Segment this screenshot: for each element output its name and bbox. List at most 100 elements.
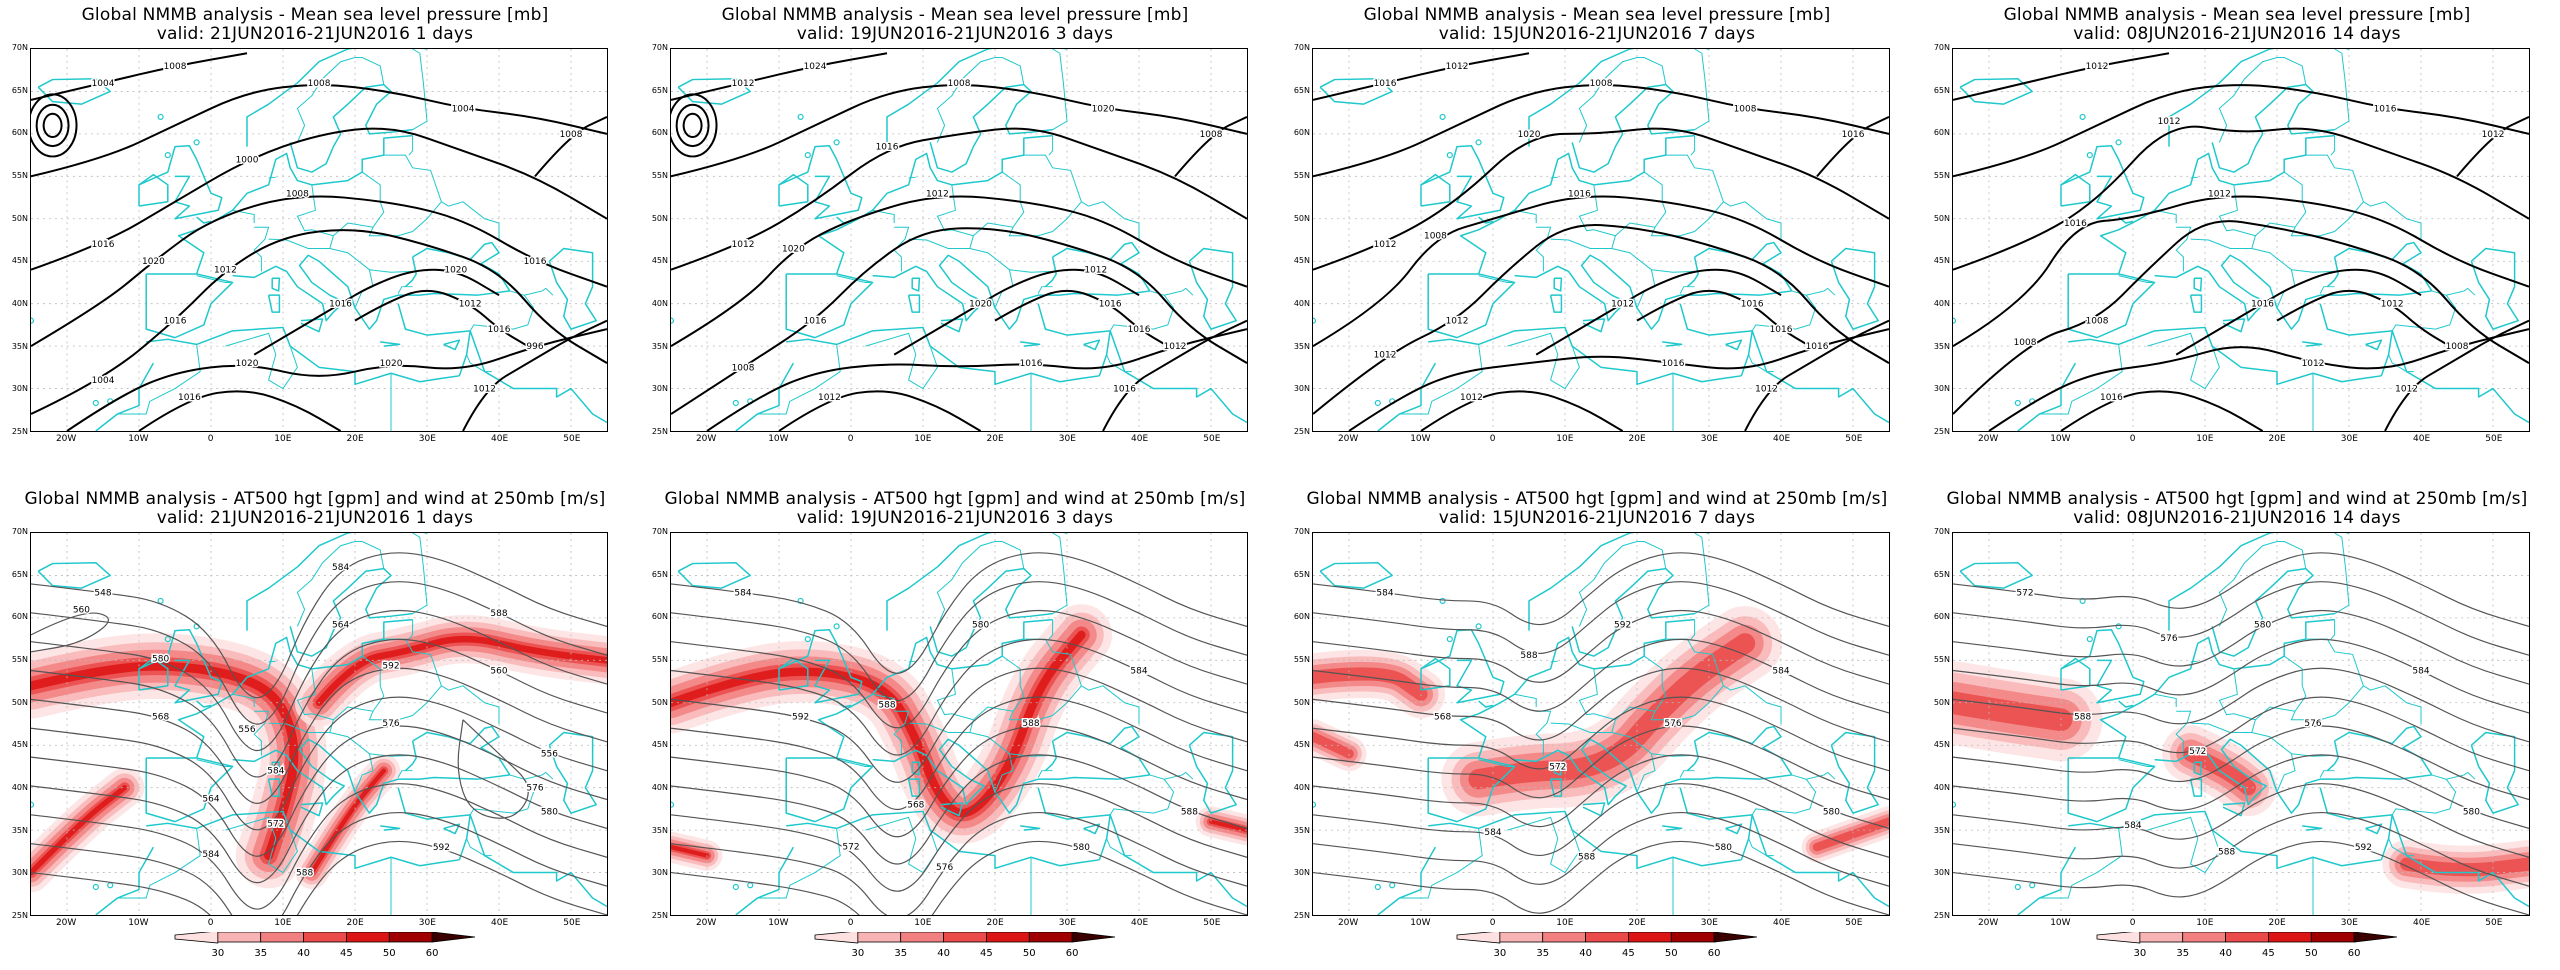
contour-label: 1012 bbox=[2381, 300, 2404, 310]
longitude-tick-label: 20W bbox=[55, 918, 77, 928]
isobar bbox=[1313, 195, 1889, 347]
country-border bbox=[973, 171, 1025, 237]
colorbar-tick-label: 40 bbox=[2219, 948, 2232, 959]
coastline bbox=[911, 761, 921, 776]
coastline bbox=[1751, 330, 1889, 424]
colorbar-tick-label: 50 bbox=[383, 948, 396, 959]
contour-label: 1020 bbox=[444, 266, 467, 276]
contour-label: 1020 bbox=[1518, 130, 1541, 140]
country-border bbox=[466, 354, 492, 373]
country-border bbox=[1048, 619, 1054, 640]
contour-label: 1008 bbox=[560, 130, 583, 140]
longitude-tick-label: 20W bbox=[1977, 918, 1999, 928]
isobar bbox=[1535, 268, 1782, 356]
latitude-tick-label: 35N bbox=[1933, 341, 1950, 351]
island bbox=[1374, 883, 1381, 891]
country-border bbox=[1109, 294, 1175, 332]
country-border bbox=[469, 294, 535, 332]
country-border bbox=[268, 660, 276, 663]
longitude-tick-label: 0 bbox=[1489, 434, 1496, 444]
panel-valid-date: valid: 21JUN2016-21JUN2016 1 days bbox=[156, 508, 474, 528]
longitude-tick-label: 10E bbox=[1556, 918, 1574, 928]
coastline bbox=[138, 173, 169, 207]
contour-lines bbox=[31, 552, 607, 915]
height-contour bbox=[1313, 725, 1889, 801]
isobar bbox=[1988, 328, 2529, 431]
height-contour bbox=[457, 719, 529, 819]
isobar bbox=[31, 195, 607, 347]
height-contour bbox=[1313, 783, 1889, 858]
coastline bbox=[929, 83, 1053, 173]
isobar bbox=[671, 127, 1247, 271]
latitude-tick-label: 60N bbox=[1933, 128, 1950, 138]
latitude-tick-label: 65N bbox=[651, 569, 668, 579]
height-contour bbox=[31, 696, 607, 831]
latitude-tick-label: 40N bbox=[1933, 299, 1950, 308]
longitude-tick-label: 20E bbox=[986, 434, 1004, 444]
country-border bbox=[333, 655, 385, 721]
contour-label: 564 bbox=[2412, 667, 2429, 677]
country-border bbox=[2251, 248, 2296, 309]
longitude-tick-label: 20W bbox=[1977, 434, 1999, 444]
country-border bbox=[2431, 771, 2476, 780]
coastline bbox=[138, 657, 169, 691]
longitude-tick-label: 20W bbox=[1337, 434, 1359, 444]
colorbar-tick-label: 35 bbox=[254, 948, 267, 959]
contour-label: 580 bbox=[152, 655, 169, 665]
longitude-tick-label: 10E bbox=[274, 434, 292, 444]
contour-lines bbox=[1953, 52, 2529, 431]
island bbox=[164, 152, 171, 159]
colorbar-segment bbox=[260, 931, 304, 943]
contour-label: 588 bbox=[878, 700, 895, 710]
colorbar-segment bbox=[2268, 931, 2312, 943]
contour-label: 552 bbox=[2016, 588, 2033, 598]
latitude-tick-label: 45N bbox=[651, 256, 668, 266]
isobar bbox=[31, 229, 607, 415]
country-border bbox=[2330, 619, 2336, 640]
wind-speed-colorbar: 30 35 40 45 50 60 bbox=[2082, 930, 2412, 966]
contour-label: 592 bbox=[433, 843, 450, 853]
height-contour bbox=[1953, 581, 2529, 656]
island bbox=[833, 139, 840, 146]
country-border bbox=[969, 248, 1014, 309]
contour-label: 568 bbox=[2074, 712, 2091, 722]
contour-label: 548 bbox=[94, 588, 111, 598]
contour-lines bbox=[1313, 552, 1889, 915]
isobar bbox=[1953, 220, 2529, 415]
contour-label: 1008 bbox=[164, 62, 187, 72]
coastline bbox=[145, 273, 234, 339]
island bbox=[1313, 317, 1317, 324]
contour-labels: 552 556 560 564 568 572 576 580 584 588 580 584 588 5… bbox=[1375, 587, 1842, 864]
country-border bbox=[2190, 668, 2257, 733]
country-border bbox=[1535, 710, 1552, 756]
isobar bbox=[31, 52, 248, 101]
coastline bbox=[778, 657, 809, 691]
panel-title: Global NMMB analysis - AT500 hgt [gpm] a… bbox=[1946, 489, 2528, 509]
contour-label: 580 bbox=[972, 621, 989, 631]
panel-title: Global NMMB analysis - Mean sea level pr… bbox=[721, 5, 1189, 25]
country-border bbox=[1650, 685, 1724, 721]
country-border bbox=[2290, 201, 2364, 237]
country-border bbox=[872, 209, 895, 224]
contour-label: 1016 bbox=[524, 257, 547, 267]
longitude-tick-label: 40E bbox=[1131, 918, 1149, 928]
isobar bbox=[253, 268, 500, 356]
coastline bbox=[1037, 303, 1111, 377]
longitude-tick-label: 40E bbox=[1773, 918, 1791, 928]
country-border bbox=[1550, 660, 1558, 663]
country-border bbox=[196, 275, 233, 283]
country-border bbox=[2154, 693, 2177, 708]
longitude-tick-label: 20E bbox=[346, 918, 364, 928]
isobar bbox=[462, 319, 607, 431]
contour-labels: 5525605665725765805845885725765805845885… bbox=[733, 587, 1200, 875]
height-contour bbox=[671, 667, 1247, 783]
latitude-tick-label: 70N bbox=[11, 527, 28, 536]
country-border bbox=[1748, 838, 1774, 857]
country-border bbox=[2255, 171, 2307, 237]
country-border bbox=[1615, 171, 1667, 237]
contour-label: 1008 bbox=[2086, 317, 2109, 327]
contour-label: 1016 bbox=[1113, 385, 1136, 395]
contour-label: 1016 bbox=[1374, 79, 1397, 89]
contour-label: 996 bbox=[526, 342, 543, 352]
panel-valid-date: valid: 15JUN2016-21JUN2016 7 days bbox=[1438, 24, 1756, 44]
